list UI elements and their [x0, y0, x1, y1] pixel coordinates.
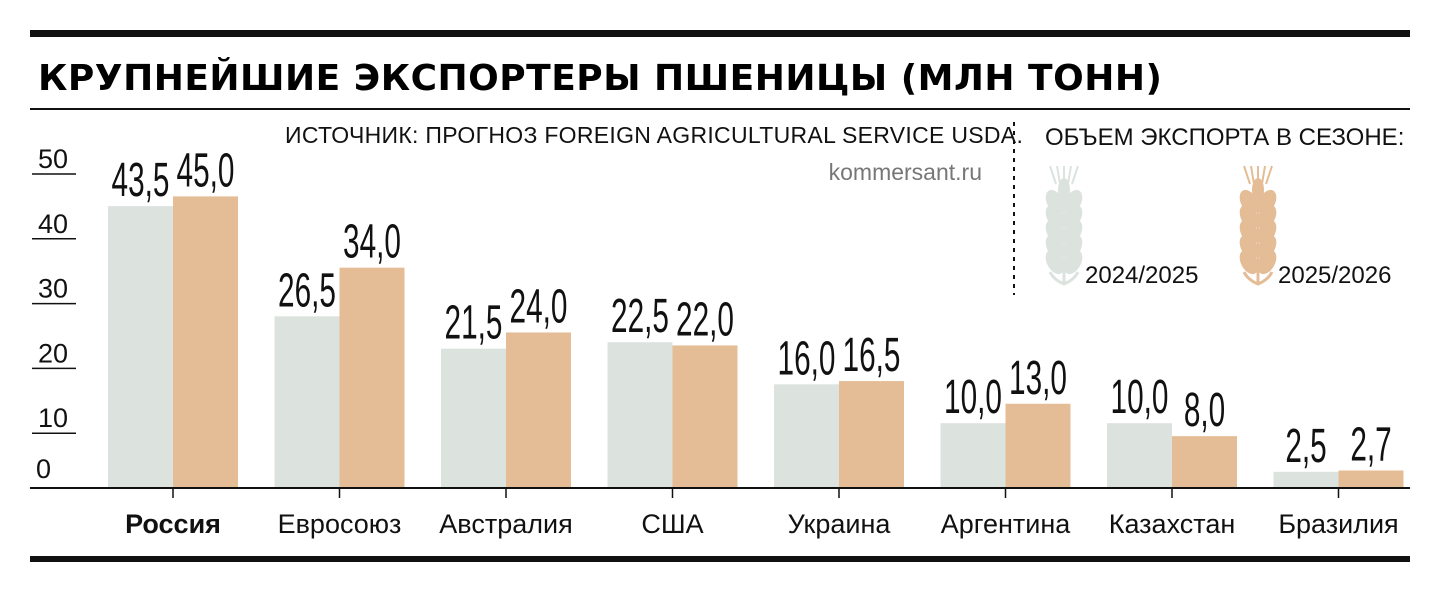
- bar-value-label: 26,5: [278, 264, 336, 317]
- title-rule: [30, 108, 1410, 110]
- bar-2024-2025: [607, 342, 673, 488]
- y-tick-label: 40: [38, 209, 68, 239]
- bar-2024-2025: [1107, 423, 1172, 488]
- x-axis: Россия Евросоюз Австралия США Украина Аргенти…: [125, 488, 1399, 539]
- legend-item: 2024/2025: [1045, 165, 1198, 289]
- bar-value-label: 21,5: [445, 297, 503, 350]
- wheat-icon: [1239, 165, 1277, 286]
- category-label: Украина: [788, 509, 892, 539]
- bar-2024-2025: [1273, 471, 1339, 488]
- category-label: Казахстан: [1109, 509, 1236, 539]
- category-label: Евросоюз: [278, 509, 402, 539]
- bar-2024-2025: [774, 384, 839, 488]
- bar-2025-2026: [672, 345, 738, 488]
- bar-2024-2025: [108, 206, 173, 488]
- category-label: Бразилия: [1278, 509, 1398, 539]
- bar-value-label: 10,0: [944, 371, 1002, 424]
- bar-value-label: 24,0: [510, 280, 568, 333]
- legend-item: 2025/2026: [1239, 165, 1391, 289]
- bar-value-label: 13,0: [1009, 352, 1067, 405]
- bar-2025-2026: [506, 332, 571, 488]
- y-tick-label: 30: [38, 274, 68, 304]
- legend-label: 2025/2026: [1278, 262, 1391, 289]
- bottom-rule: [30, 556, 1410, 562]
- category-label: США: [641, 509, 703, 539]
- bar-2025-2026: [339, 267, 405, 488]
- bar-value-label: 2,7: [1350, 418, 1391, 471]
- y-axis: 0 10 20 30 40 50: [32, 144, 76, 484]
- bar-2024-2025: [441, 348, 506, 488]
- bars: [108, 196, 1404, 488]
- bar-2025-2026: [1172, 436, 1237, 488]
- site-credit: kommersant.ru: [829, 159, 982, 185]
- bar-value-label: 16,5: [843, 329, 901, 382]
- bar-value-label: 22,0: [676, 293, 734, 346]
- category-label: Аргентина: [941, 509, 1072, 539]
- bar-value-label: 22,5: [611, 290, 669, 343]
- bar-2024-2025: [940, 423, 1006, 488]
- bar-value-label: 2,5: [1285, 420, 1326, 473]
- source-note: ИСТОЧНИК: ПРОГНОЗ FOREIGN AGRICULTURAL S…: [285, 122, 1023, 148]
- bar-value-label: 8,0: [1184, 384, 1225, 437]
- y-tick-label: 20: [38, 338, 68, 368]
- category-label: Россия: [125, 509, 221, 539]
- bar-value-label: 45,0: [177, 144, 235, 197]
- category-label: Австралия: [439, 509, 572, 539]
- legend-title: ОБЪЕМ ЭКСПОРТА В СЕЗОНЕ:: [1045, 124, 1404, 151]
- bar-value-label: 16,0: [778, 332, 836, 385]
- legend: 2024/2025 2025/2026: [1045, 165, 1391, 289]
- bar-value-label: 34,0: [343, 216, 401, 269]
- chart-title: КРУПНЕЙШИЕ ЭКСПОРТЕРЫ ПШЕНИЦЫ (МЛН ТОНН): [38, 57, 1162, 99]
- value-labels: 43,5 45,0 26,534,0 21,5 24,0 22,5 22,0 16,0 16,5…: [112, 144, 1392, 472]
- y-tick-label: 0: [36, 454, 51, 484]
- bar-2025-2026: [1005, 403, 1071, 488]
- bar-2025-2026: [173, 196, 238, 488]
- y-tick-label: 50: [38, 144, 68, 174]
- legend-label: 2024/2025: [1085, 262, 1198, 289]
- bar-2025-2026: [839, 381, 904, 488]
- bar-2025-2026: [1338, 470, 1404, 488]
- bar-value-label: 43,5: [112, 154, 170, 207]
- y-tick-label: 10: [38, 403, 68, 433]
- bar-value-label: 10,0: [1111, 371, 1169, 424]
- wheat-icon: [1045, 165, 1083, 286]
- top-rule: [30, 30, 1410, 37]
- bar-2024-2025: [274, 316, 340, 488]
